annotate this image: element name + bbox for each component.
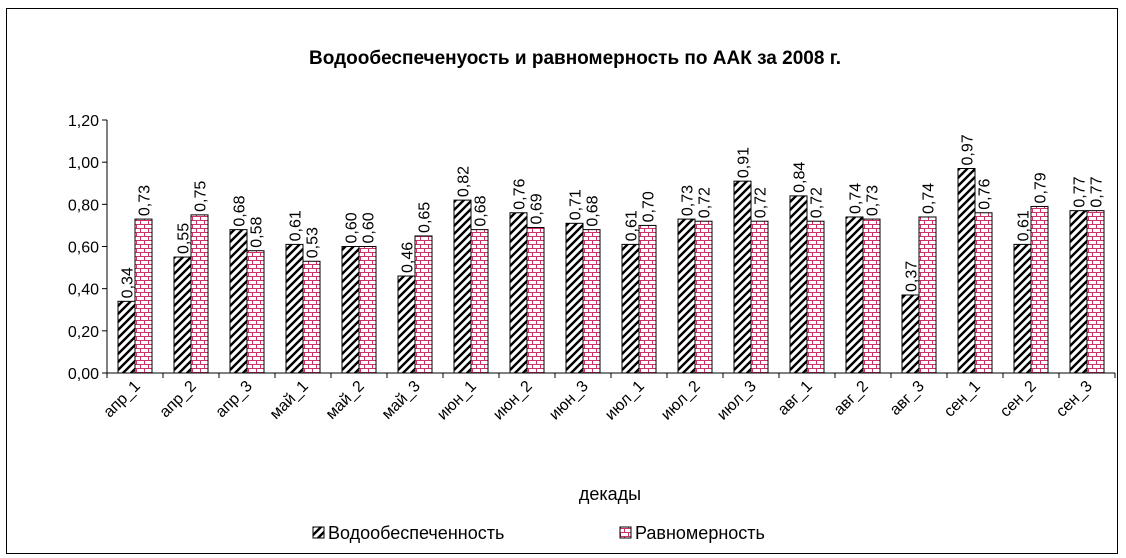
bar bbox=[1030, 205, 1049, 374]
bar bbox=[285, 243, 304, 374]
value-label: 0,60 bbox=[361, 212, 378, 243]
value-label: 0,68 bbox=[585, 195, 602, 226]
bar bbox=[470, 229, 489, 374]
value-label: 0,76 bbox=[977, 179, 994, 210]
legend-label: Водообеспеченность bbox=[328, 523, 504, 543]
bar bbox=[509, 212, 528, 374]
y-tick-label: 0,20 bbox=[68, 324, 99, 341]
bar bbox=[1086, 210, 1105, 374]
value-label: 0,72 bbox=[809, 187, 826, 218]
value-label: 0,55 bbox=[176, 223, 193, 254]
bar bbox=[526, 227, 545, 374]
value-label: 0,79 bbox=[1033, 172, 1050, 203]
bar bbox=[190, 214, 209, 374]
bar bbox=[750, 220, 769, 374]
value-label: 0,60 bbox=[344, 212, 361, 243]
value-label: 0,58 bbox=[249, 216, 266, 247]
value-label: 0,37 bbox=[904, 261, 921, 292]
value-label: 0,61 bbox=[288, 210, 305, 241]
bar bbox=[957, 167, 976, 374]
bar bbox=[246, 250, 265, 374]
value-label: 0,73 bbox=[137, 185, 154, 216]
y-tick-label: 0,00 bbox=[68, 366, 99, 383]
legend-swatch bbox=[619, 526, 632, 539]
bar bbox=[733, 180, 752, 374]
value-label: 0,77 bbox=[1089, 176, 1106, 207]
value-label: 0,72 bbox=[753, 187, 770, 218]
value-label: 0,70 bbox=[641, 191, 658, 222]
bar bbox=[1013, 243, 1032, 374]
bar bbox=[134, 218, 153, 374]
bar bbox=[302, 260, 321, 374]
value-label: 0,34 bbox=[120, 267, 137, 298]
value-label: 0,73 bbox=[865, 185, 882, 216]
chart-border bbox=[6, 8, 1118, 554]
bar bbox=[414, 235, 433, 374]
bar bbox=[806, 220, 825, 374]
value-label: 0,73 bbox=[680, 185, 697, 216]
value-label: 0,84 bbox=[792, 162, 809, 193]
bar bbox=[453, 199, 472, 374]
value-label: 0,68 bbox=[473, 195, 490, 226]
bar bbox=[341, 246, 360, 374]
bar bbox=[358, 246, 377, 374]
value-label: 0,74 bbox=[848, 183, 865, 214]
value-label: 0,61 bbox=[624, 210, 641, 241]
value-label: 0,91 bbox=[736, 147, 753, 178]
bar bbox=[901, 294, 920, 374]
value-label: 0,75 bbox=[193, 181, 210, 212]
value-label: 0,46 bbox=[400, 242, 417, 273]
bar bbox=[918, 216, 937, 374]
y-tick-label: 0,60 bbox=[68, 240, 99, 257]
legend-swatch bbox=[312, 526, 325, 539]
value-label: 0,97 bbox=[960, 134, 977, 165]
bar bbox=[789, 195, 808, 374]
bar bbox=[117, 300, 136, 374]
x-axis-label: декады bbox=[579, 484, 641, 504]
y-tick-label: 0,40 bbox=[68, 282, 99, 299]
bar bbox=[397, 275, 416, 374]
bar bbox=[621, 243, 640, 374]
value-label: 0,82 bbox=[456, 166, 473, 197]
bar bbox=[862, 218, 881, 374]
value-label: 0,76 bbox=[512, 179, 529, 210]
value-label: 0,53 bbox=[305, 227, 322, 258]
bar bbox=[845, 216, 864, 374]
bar bbox=[229, 229, 248, 374]
value-label: 0,71 bbox=[568, 189, 585, 220]
bar bbox=[565, 222, 584, 374]
bar bbox=[694, 220, 713, 374]
bar bbox=[974, 212, 993, 374]
bar bbox=[677, 218, 696, 374]
bar bbox=[582, 229, 601, 374]
value-label: 0,61 bbox=[1016, 210, 1033, 241]
bar bbox=[1069, 210, 1088, 374]
bar bbox=[638, 224, 657, 374]
value-label: 0,65 bbox=[417, 202, 434, 233]
y-tick-label: 0,80 bbox=[68, 197, 99, 214]
y-tick-label: 1,00 bbox=[68, 155, 99, 172]
y-tick-label: 1,20 bbox=[68, 113, 99, 130]
legend-label: Равномерность bbox=[635, 523, 765, 543]
value-label: 0,69 bbox=[529, 193, 546, 224]
value-label: 0,72 bbox=[697, 187, 714, 218]
value-label: 0,68 bbox=[232, 195, 249, 226]
value-label: 0,77 bbox=[1072, 176, 1089, 207]
value-label: 0,74 bbox=[921, 183, 938, 214]
chart-title: Водообеспеченуость и равномерность по АА… bbox=[309, 48, 841, 69]
bar bbox=[173, 256, 192, 374]
